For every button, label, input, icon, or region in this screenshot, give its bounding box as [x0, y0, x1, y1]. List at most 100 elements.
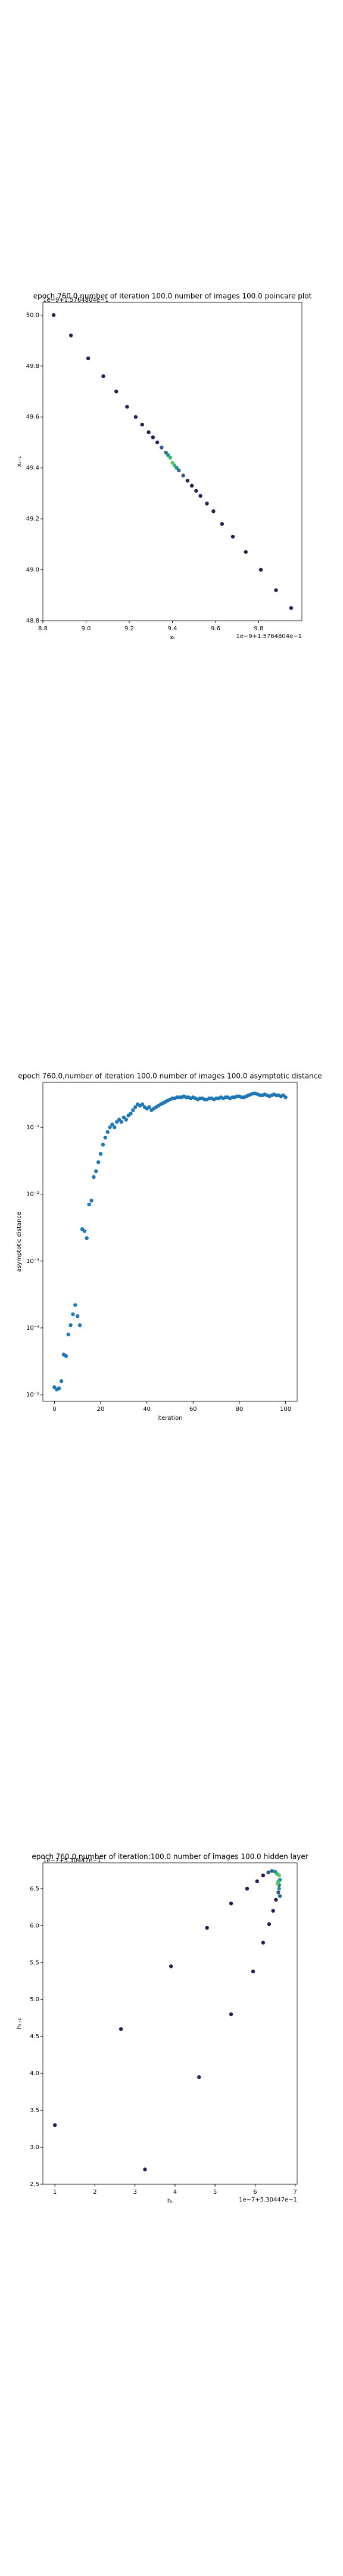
point	[98, 1151, 103, 1156]
point	[92, 1175, 96, 1179]
point	[181, 473, 185, 478]
y-tick-label: 5.5	[30, 1959, 39, 1966]
point	[197, 2075, 201, 2079]
y-offset-label: 1e−9+1.5764804e−1	[43, 297, 109, 304]
point	[87, 1202, 91, 1207]
point	[76, 1314, 80, 1318]
point	[108, 1125, 112, 1129]
point	[277, 1887, 281, 1891]
x-axis-label: hₜ	[167, 2198, 173, 2205]
point	[276, 1890, 280, 1894]
point	[289, 606, 294, 610]
x-tick-label: 1	[53, 2189, 57, 2196]
chart-title: epoch 760.0,number of iteration 100.0 nu…	[33, 292, 312, 301]
x-tick-label: 4	[173, 2189, 177, 2196]
point	[52, 2123, 57, 2128]
plot-frame	[42, 1862, 298, 2185]
chart-title: epoch 760.0,number of iteration 100.0 nu…	[18, 1072, 322, 1080]
y-tick-label: 49.2	[26, 516, 39, 522]
x-tick-label: 60	[189, 1406, 197, 1413]
y-offset-label: 1e−7+5.30447e−1	[43, 1857, 101, 1864]
point	[71, 1312, 75, 1317]
y-tick-label: 5.0	[30, 1996, 39, 2003]
point	[277, 1894, 282, 1898]
y-axis-label: hₜ₊₁	[16, 2018, 23, 2029]
y-tick-label: 10⁻¹	[26, 1124, 39, 1131]
x-tick-label: 9.2	[124, 626, 134, 632]
point	[51, 313, 56, 317]
point	[166, 453, 170, 457]
point	[66, 1332, 70, 1337]
point	[185, 478, 190, 483]
y-tick-label: 49.6	[26, 414, 39, 420]
point	[115, 1120, 119, 1124]
point	[170, 460, 174, 465]
point	[129, 1111, 133, 1116]
point	[114, 389, 119, 394]
point	[147, 1105, 151, 1109]
point	[261, 1873, 266, 1878]
y-axis-label: xₜ₊₁	[16, 456, 23, 467]
point	[244, 550, 248, 554]
x-axis-label: xₜ	[170, 634, 175, 641]
y-tick-label: 3.0	[30, 2144, 39, 2151]
point	[105, 1130, 110, 1134]
y-tick-label: 3.5	[30, 2107, 39, 2114]
point	[211, 509, 216, 513]
point	[103, 1135, 108, 1140]
y-tick-label: 10⁻³	[26, 1258, 39, 1265]
point	[275, 1881, 280, 1885]
y-tick-label: 6.0	[30, 1922, 39, 1929]
point	[271, 1909, 275, 1913]
point	[124, 1117, 128, 1122]
point	[82, 1229, 87, 1233]
plot-frame	[42, 1082, 298, 1402]
point	[261, 1940, 266, 1945]
x-tick-label: 2	[93, 2189, 96, 2196]
point	[146, 430, 151, 435]
point	[169, 1964, 173, 1968]
point	[205, 501, 209, 506]
y-tick-label: 49.4	[26, 465, 39, 472]
point	[220, 522, 224, 526]
point	[198, 494, 202, 498]
point	[177, 468, 181, 473]
point	[86, 356, 91, 361]
point	[229, 1901, 233, 1906]
y-tick-label: 49.8	[26, 363, 39, 370]
point	[68, 1323, 73, 1327]
point	[270, 1869, 274, 1873]
point	[151, 435, 155, 439]
point	[230, 534, 235, 539]
x-tick-label: 80	[236, 1406, 244, 1413]
y-tick-label: 4.0	[30, 2070, 39, 2077]
x-tick-label: 5	[213, 2189, 217, 2196]
x-tick-label: 100	[280, 1406, 291, 1413]
y-tick-label: 10⁻⁴	[26, 1325, 39, 1332]
point	[140, 1102, 145, 1107]
point	[57, 1386, 61, 1391]
point	[77, 1323, 82, 1327]
point	[189, 484, 194, 488]
x-tick-label: 9.4	[168, 626, 177, 632]
y-axis-label: asymptotic distance	[16, 1212, 23, 1272]
x-offset-label: 1e−9+1.5764804e−1	[236, 633, 302, 640]
point	[68, 333, 73, 338]
point	[274, 588, 278, 592]
x-tick-label: 7	[293, 2189, 297, 2196]
y-tick-label: 49.0	[26, 567, 39, 574]
y-tick-label: 6.5	[30, 1885, 39, 1892]
y-tick-label: 48.8	[26, 618, 39, 624]
x-tick-label: 9.6	[211, 626, 220, 632]
point	[64, 1354, 68, 1358]
point	[174, 466, 179, 470]
point	[52, 1385, 57, 1389]
chart-title: epoch 760.0,number of iteration:100.0 nu…	[32, 1853, 308, 1861]
x-tick-label: 40	[143, 1406, 151, 1413]
point	[229, 2012, 233, 2017]
point	[245, 1887, 250, 1891]
x-tick-label: 8.8	[38, 626, 48, 632]
point	[258, 568, 263, 572]
point	[274, 1897, 278, 1902]
